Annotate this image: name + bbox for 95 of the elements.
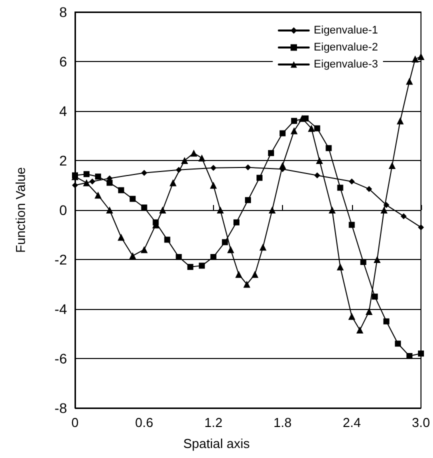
point — [314, 125, 320, 132]
point — [366, 308, 373, 315]
point — [84, 171, 90, 178]
point — [140, 246, 148, 254]
point — [418, 224, 424, 230]
y-tick-label: -2 — [54, 252, 68, 268]
point — [279, 162, 286, 169]
point — [130, 196, 136, 202]
point — [216, 206, 224, 214]
point — [159, 206, 166, 214]
point — [298, 114, 306, 122]
point — [227, 246, 234, 254]
point — [374, 256, 381, 263]
point — [176, 254, 182, 260]
point — [118, 187, 124, 194]
point — [181, 157, 188, 164]
point — [210, 182, 217, 189]
x-axis-title: Spatial axis — [183, 436, 250, 451]
point — [210, 164, 216, 171]
point — [388, 162, 396, 169]
point — [360, 258, 366, 265]
point — [418, 350, 424, 357]
point — [291, 118, 298, 124]
point — [187, 264, 194, 270]
point — [337, 184, 344, 191]
point — [170, 179, 177, 186]
y-tick-label: 4 — [59, 103, 68, 119]
point — [383, 202, 390, 208]
point — [348, 222, 355, 228]
point — [396, 117, 404, 124]
point — [336, 263, 344, 270]
point — [406, 78, 413, 85]
point — [326, 145, 332, 152]
point — [268, 150, 274, 156]
point — [251, 270, 258, 278]
point — [235, 270, 242, 278]
x-tick-label: 1.8 — [274, 415, 292, 430]
point — [314, 172, 320, 178]
legend-label: Eigenvalue-1 — [314, 24, 378, 36]
x-tick-label: 1.2 — [204, 415, 222, 430]
point — [406, 353, 412, 360]
point — [95, 174, 102, 180]
point — [94, 192, 102, 199]
point — [222, 239, 228, 246]
point — [383, 318, 390, 324]
y-tick-label: -6 — [54, 350, 68, 366]
point — [268, 206, 276, 214]
point — [244, 197, 251, 204]
point — [141, 170, 148, 176]
point — [316, 157, 323, 164]
point — [400, 213, 407, 220]
point — [129, 252, 136, 260]
point — [290, 127, 298, 134]
x-tick-label: 3.0 — [412, 415, 430, 430]
point — [164, 236, 170, 243]
point — [72, 182, 78, 188]
y-tick-label: 0 — [59, 202, 68, 218]
point — [356, 326, 364, 334]
point — [256, 174, 263, 181]
point — [176, 166, 182, 173]
y-tick-label: -8 — [54, 400, 68, 416]
point — [233, 219, 240, 226]
point — [83, 179, 90, 186]
point — [394, 340, 401, 347]
point — [417, 53, 424, 60]
point — [118, 234, 125, 241]
point — [89, 178, 96, 185]
x-tick-label: 2.4 — [342, 415, 361, 430]
x-tick-label: 0.6 — [135, 415, 154, 430]
point — [412, 56, 419, 63]
point — [106, 206, 114, 214]
point — [366, 186, 372, 192]
legend-label: Eigenvalue-2 — [314, 42, 378, 54]
point — [244, 164, 251, 170]
y-tick-label: 2 — [59, 152, 68, 168]
point — [243, 280, 250, 288]
y-tick-label: 8 — [59, 4, 68, 20]
point — [106, 180, 113, 186]
y-axis-title: Function Value — [13, 167, 28, 253]
point — [198, 262, 205, 269]
y-tick-label: -4 — [54, 301, 68, 317]
point — [190, 150, 198, 157]
point — [259, 244, 266, 251]
x-tick-label: 0 — [71, 415, 79, 430]
point — [280, 130, 286, 136]
point — [210, 254, 216, 260]
y-tick-label: 6 — [59, 54, 68, 70]
point — [380, 206, 388, 214]
point — [328, 206, 336, 214]
legend-label: Eigenvalue-3 — [314, 58, 378, 70]
point — [308, 124, 315, 132]
point — [348, 178, 355, 185]
point — [348, 312, 356, 320]
point — [198, 154, 206, 162]
point — [372, 294, 378, 300]
